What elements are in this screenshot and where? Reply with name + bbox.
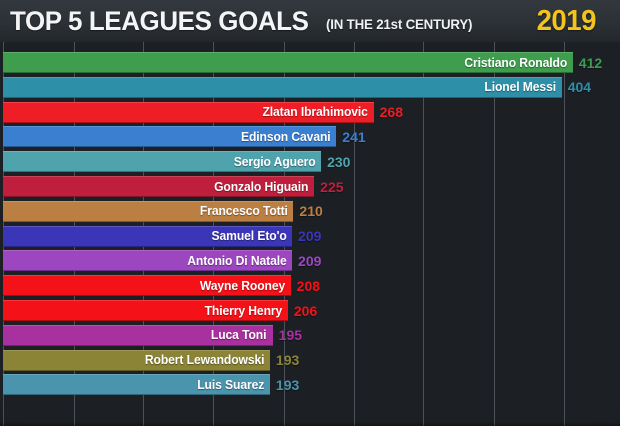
bar[interactable]: Lionel Messi — [3, 76, 562, 98]
bar-value: 225 — [320, 178, 344, 195]
bar-row: Francesco Totti 210 — [0, 200, 620, 222]
bar-value: 404 — [567, 79, 592, 96]
bar-label: Gonzalo Higuain — [214, 179, 309, 194]
title-subtitle: (IN THE 21st CENTURY) — [325, 15, 473, 32]
bar[interactable]: Robert Lewandowski — [3, 349, 270, 371]
bar[interactable]: Francesco Totti — [3, 200, 294, 222]
bar-row: Wayne Rooney 208 — [0, 275, 620, 297]
bar-row: Lionel Messi 404 — [0, 76, 620, 98]
bar[interactable]: Sergio Aguero — [3, 151, 322, 173]
bar-value: 193 — [275, 352, 300, 369]
gridline-254 — [354, 42, 356, 426]
bar[interactable]: Samuel Eto'o — [3, 225, 293, 247]
bar-value: 209 — [298, 252, 322, 269]
bar[interactable]: Thierry Henry — [3, 300, 288, 321]
chart-header: TOP 5 LEAGUES GOALS (IN THE 21st CENTURY… — [0, 0, 620, 42]
bar[interactable]: Cristiano Ronaldo — [3, 52, 573, 73]
bar-row: Zlatan Ibrahimovic 268 — [0, 101, 620, 123]
bar-label: Sergio Aguero — [233, 154, 316, 169]
gridline-406 — [564, 42, 566, 426]
bar-row: Sergio Aguero 230 — [0, 151, 620, 173]
bar-row: Gonzalo Higuain 225 — [0, 176, 620, 197]
bar-row: Cristiano Ronaldo 412 — [0, 52, 620, 73]
bar-value: 208 — [296, 277, 321, 294]
bar-value: 230 — [327, 153, 351, 170]
bar[interactable]: Gonzalo Higuain — [3, 176, 315, 197]
bar-value: 412 — [578, 54, 603, 71]
bar[interactable]: Zlatan Ibrahimovic — [3, 101, 374, 123]
gridline-355 — [493, 42, 495, 426]
year-counter: 2019 — [537, 4, 597, 37]
bar-label: Antonio Di Natale — [186, 253, 287, 268]
bar-label: Edinson Cavani — [240, 129, 331, 144]
bar[interactable]: Edinson Cavani — [3, 126, 337, 148]
bar[interactable]: Wayne Rooney — [3, 275, 291, 297]
bar-row: Luca Toni 195 — [0, 324, 620, 346]
bar-row: Samuel Eto'o 209 — [0, 225, 620, 247]
bar-value: 195 — [278, 327, 303, 344]
bar-row: Robert Lewandowski 193 — [0, 349, 620, 371]
chart-plot-area: Cristiano Ronaldo 412 Lionel Messi 404 Zlata… — [0, 42, 620, 426]
bar-row: Edinson Cavani 241 — [0, 126, 620, 148]
bar-value: 210 — [299, 203, 323, 220]
bar-label: Luca Toni — [211, 328, 267, 343]
bar[interactable]: Luca Toni — [3, 324, 273, 346]
bar-value: 209 — [298, 228, 322, 245]
page-title: TOP 5 LEAGUES GOALS — [10, 5, 309, 36]
bar-label: Zlatan Ibrahimovic — [262, 105, 368, 120]
bar-value: 193 — [275, 376, 300, 393]
bar[interactable]: Antonio Di Natale — [3, 250, 293, 272]
gridline-304 — [423, 42, 425, 426]
bar-row: Antonio Di Natale 209 — [0, 250, 620, 272]
bar-value: 268 — [379, 104, 403, 121]
bar-label: Wayne Rooney — [199, 278, 285, 293]
bar-row: Thierry Henry 206 — [0, 300, 620, 321]
bar-label: Luis Suarez — [197, 377, 265, 392]
bar-value: 241 — [342, 128, 366, 145]
bar-label: Francesco Totti — [199, 204, 288, 219]
bar-label: Cristiano Ronaldo — [464, 55, 567, 70]
bar-value: 206 — [293, 302, 318, 319]
bar-label: Lionel Messi — [484, 80, 556, 95]
bar[interactable]: Luis Suarez — [3, 374, 270, 396]
bar-list: Cristiano Ronaldo 412 Lionel Messi 404 Zlata… — [0, 42, 620, 426]
bar-row: Luis Suarez 193 — [0, 374, 620, 396]
bar-label: Thierry Henry — [204, 303, 283, 318]
bar-label: Samuel Eto'o — [211, 229, 287, 244]
bar-label: Robert Lewandowski — [144, 353, 265, 368]
